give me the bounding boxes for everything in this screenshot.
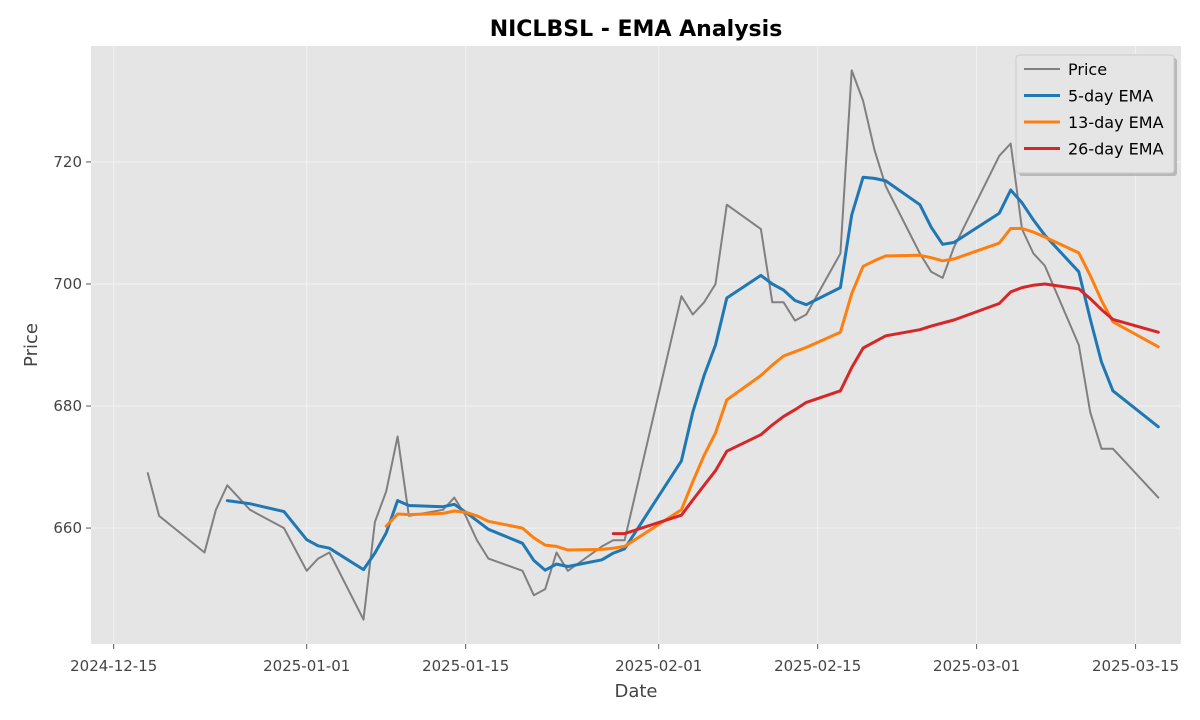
legend-label: 26-day EMA <box>1068 140 1164 159</box>
x-axis-label: Date <box>614 681 657 702</box>
series-line-5-day-ema <box>225 175 1160 572</box>
x-tick-label: 2025-02-15 <box>774 657 861 675</box>
y-axis-label: Price <box>21 323 42 367</box>
grid <box>91 46 1181 644</box>
series-lines <box>146 69 1160 621</box>
y-tick-label: 680 <box>53 397 82 415</box>
y-tick-label: 720 <box>53 153 82 171</box>
legend-label: 5-day EMA <box>1068 87 1153 106</box>
x-tick-label: 2025-02-01 <box>615 657 702 675</box>
x-tick-label: 2025-01-15 <box>422 657 509 675</box>
series-line-26-day-ema <box>611 282 1160 536</box>
chart-title: NICLBSL - EMA Analysis <box>490 17 783 42</box>
x-tick-label: 2025-03-01 <box>933 657 1020 675</box>
series-line-13-day-ema <box>384 227 1160 552</box>
plot-area <box>91 46 1181 644</box>
x-tick-label: 2024-12-15 <box>70 657 157 675</box>
legend: Price 5-day EMA 13-day EMA 26-day EMA <box>1015 54 1177 176</box>
x-tick-label: 2025-01-01 <box>263 657 350 675</box>
series-line-price <box>146 69 1160 621</box>
axis-ticks: 2024-12-15 2025-01-01 2025-01-15 2025-02-01… <box>53 153 1179 675</box>
legend-label: 13-day EMA <box>1068 113 1164 132</box>
x-tick-label: 2025-03-15 <box>1092 657 1179 675</box>
y-tick-label: 700 <box>53 275 82 293</box>
legend-box <box>1015 54 1175 174</box>
y-tick-label: 660 <box>53 519 82 537</box>
legend-label: Price <box>1068 60 1107 79</box>
